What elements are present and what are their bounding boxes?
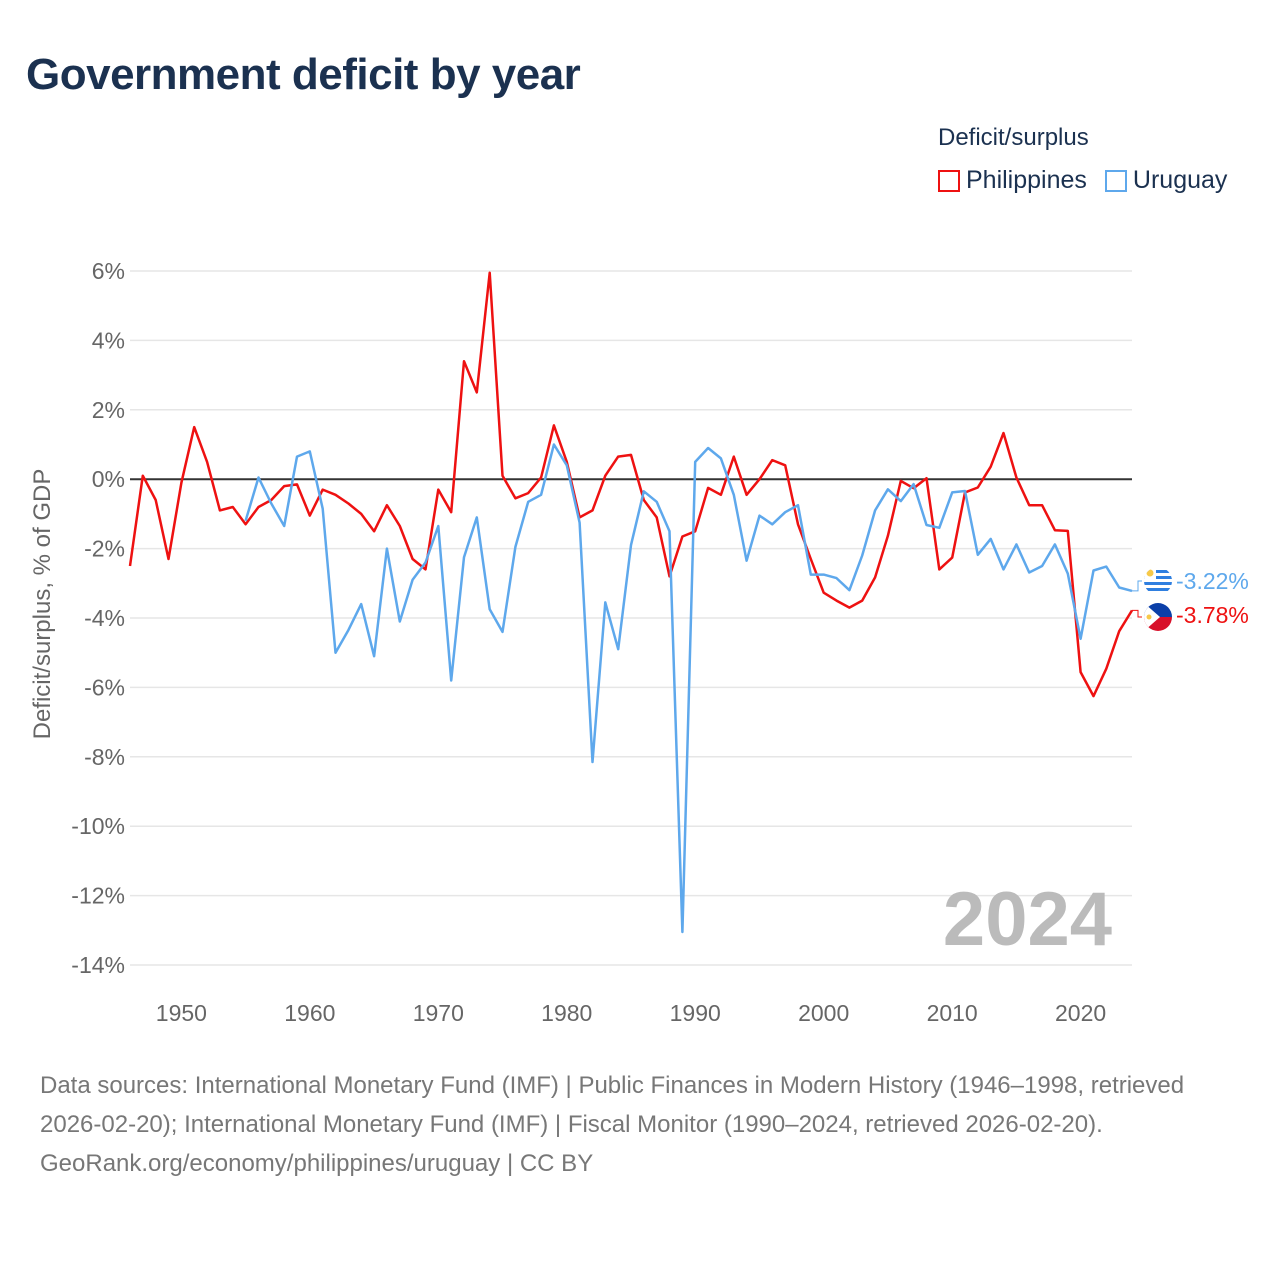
philippines-end-label: -3.78%	[1176, 602, 1249, 628]
x-tick-label: 1950	[156, 1000, 207, 1026]
x-tick-label: 2000	[798, 1000, 849, 1026]
legend-swatch-uruguay	[1104, 169, 1127, 192]
year-watermark: 2024	[943, 877, 1112, 962]
end-label-connector	[1132, 580, 1142, 592]
x-tick-label: 1970	[413, 1000, 464, 1026]
page-title: Government deficit by year	[26, 50, 581, 99]
y-tick-label: -14%	[71, 952, 125, 978]
legend-item-philippines[interactable]: Philippines	[938, 166, 1087, 195]
chart: Deficit/surplus, % of GDP 6% 4% 2% 0% -2% -4%…	[29, 258, 1249, 1026]
legend-swatch-philippines	[938, 169, 960, 192]
x-tick-label: 1960	[284, 1000, 335, 1026]
y-tick-label: -2%	[84, 536, 125, 562]
source-link[interactable]: GeoRank.org/economy/philippines/uruguay …	[40, 1150, 594, 1177]
philippines-flag-icon	[1144, 603, 1172, 631]
legend: Philippines Uruguay	[938, 166, 1227, 195]
y-tick-label: 0%	[92, 466, 125, 492]
y-tick-label: 6%	[92, 258, 125, 284]
y-axis-label: Deficit/surplus, % of GDP	[29, 469, 56, 740]
y-tick-label: 2%	[92, 397, 125, 423]
x-tick-label: 2020	[1055, 1000, 1106, 1026]
legend-title: Deficit/surplus	[938, 124, 1089, 151]
data-sources: Data sources: International Monetary Fun…	[40, 1072, 1185, 1138]
y-tick-label: -10%	[71, 813, 125, 839]
legend-label: Uruguay	[1132, 166, 1228, 194]
y-tick-label: -4%	[84, 605, 125, 631]
y-tick-label: 4%	[92, 327, 125, 353]
y-tick-label: -12%	[71, 883, 125, 909]
y-tick-label: -8%	[84, 744, 125, 770]
x-tick-label: 1990	[670, 1000, 721, 1026]
end-label-connector	[1132, 609, 1142, 618]
x-tick-label: 1980	[541, 1000, 592, 1026]
y-tick-label: -6%	[84, 674, 125, 700]
legend-label: Philippines	[966, 166, 1087, 194]
uruguay-end-label: -3.22%	[1176, 568, 1249, 594]
footer: Data sources: International Monetary Fun…	[40, 1066, 1240, 1183]
series-line-philippines[interactable]	[128, 271, 1134, 698]
x-tick-label: 2010	[927, 1000, 978, 1026]
uruguay-flag-icon	[1144, 567, 1172, 595]
legend-item-uruguay[interactable]: Uruguay	[1104, 166, 1228, 195]
series-line-uruguay[interactable]	[244, 443, 1133, 934]
